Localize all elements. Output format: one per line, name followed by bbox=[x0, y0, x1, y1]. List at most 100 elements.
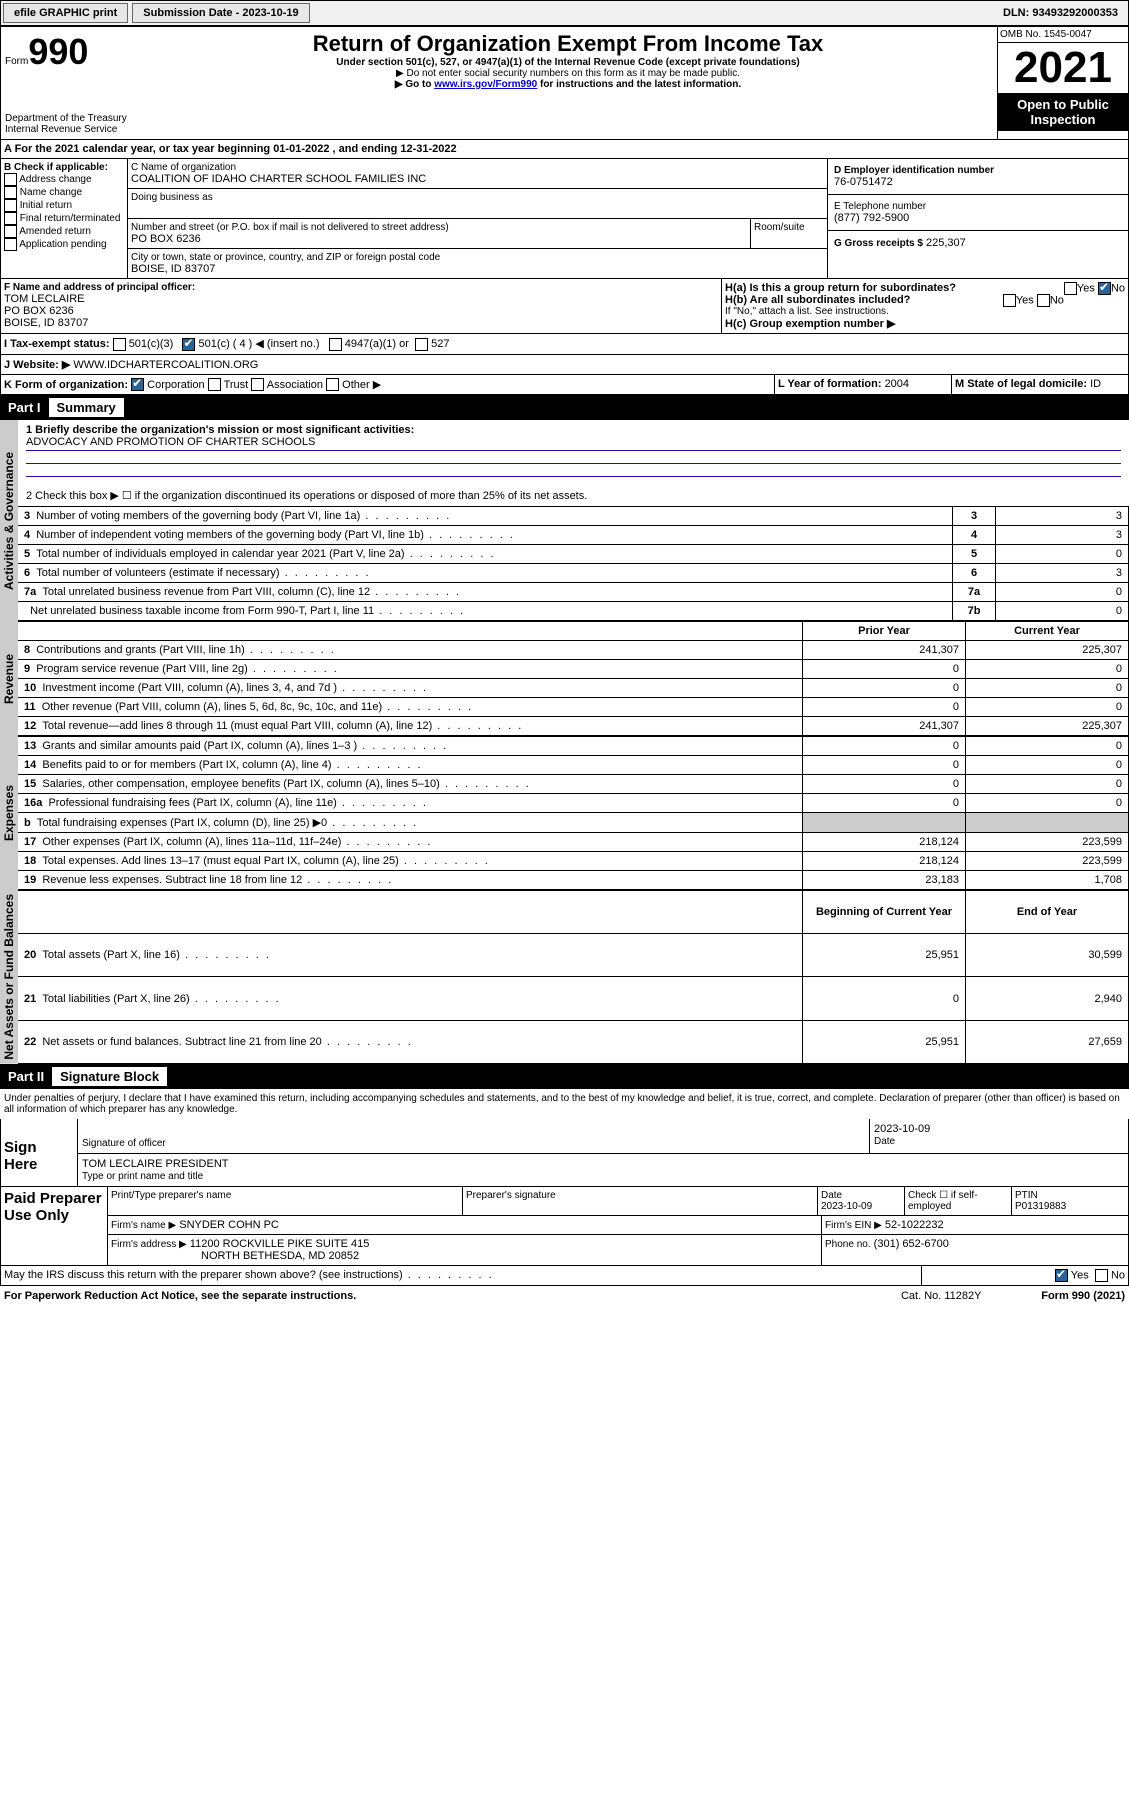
d-label: D Employer identification number bbox=[834, 165, 1122, 176]
table-row: 9 Program service revenue (Part VIII, li… bbox=[18, 660, 1129, 679]
sign-here: Sign Here bbox=[1, 1119, 78, 1186]
b-item: Final return/terminated bbox=[4, 212, 124, 225]
ein-value: 76-0751472 bbox=[834, 176, 1122, 188]
e-label: E Telephone number bbox=[834, 201, 1122, 212]
dba-label: Doing business as bbox=[131, 192, 824, 203]
table-row: 10 Investment income (Part VIII, column … bbox=[18, 679, 1129, 698]
addr-label: Number and street (or P.O. box if mail i… bbox=[131, 222, 747, 233]
h-b2: If "No," attach a list. See instructions… bbox=[725, 306, 1125, 317]
side-expenses: Expenses bbox=[0, 736, 18, 890]
pp-col1: Print/Type preparer's name bbox=[108, 1187, 462, 1215]
m-line: M State of legal domicile: ID bbox=[952, 375, 1128, 395]
mission-text: ADVOCACY AND PROMOTION OF CHARTER SCHOOL… bbox=[26, 436, 1121, 448]
g-label: G Gross receipts $ bbox=[834, 238, 923, 249]
revenue-section: Revenue Prior YearCurrent Year 8 Contrib… bbox=[0, 621, 1129, 736]
table-row: b Total fundraising expenses (Part IX, c… bbox=[18, 813, 1129, 833]
firm-addr: Firm's address ▶ 11200 ROCKVILLE PIKE SU… bbox=[108, 1235, 821, 1265]
table-row: 15 Salaries, other compensation, employe… bbox=[18, 775, 1129, 794]
pp-ptin: PTINP01319883 bbox=[1011, 1187, 1128, 1215]
net-table: Beginning of Current YearEnd of Year 20 … bbox=[18, 890, 1129, 1064]
officer-printed: TOM LECLAIRE PRESIDENT bbox=[82, 1158, 1124, 1170]
expenses-table: 13 Grants and similar amounts paid (Part… bbox=[18, 736, 1129, 890]
paid-preparer-block: Paid Preparer Use Only Print/Type prepar… bbox=[0, 1187, 1129, 1266]
officer-block: F Name and address of principal officer:… bbox=[0, 279, 1129, 334]
sign-block: Sign Here Signature of officer 2023-10-0… bbox=[0, 1119, 1129, 1187]
city-label: City or town, state or province, country… bbox=[131, 252, 824, 263]
b-item: Amended return bbox=[4, 225, 124, 238]
f-label: F Name and address of principal officer: bbox=[4, 282, 718, 293]
pp-col3: Date2023-10-09 bbox=[817, 1187, 904, 1215]
i-line: I Tax-exempt status: 501(c)(3) 501(c) ( … bbox=[1, 334, 1128, 354]
h-c: H(c) Group exemption number ▶ bbox=[725, 317, 1125, 330]
table-row: Net unrelated business taxable income fr… bbox=[18, 602, 1129, 621]
form-prefix: Form bbox=[5, 56, 28, 67]
sig-label: Signature of officer bbox=[82, 1138, 166, 1149]
pra-notice: For Paperwork Reduction Act Notice, see … bbox=[4, 1290, 841, 1302]
h-b: H(b) Are all subordinates included? Yes … bbox=[725, 294, 1125, 306]
sub-date-value: 2023-10-19 bbox=[242, 7, 298, 19]
top-bar: efile GRAPHIC print Submission Date - 20… bbox=[0, 0, 1129, 26]
org-address: PO BOX 6236 bbox=[131, 233, 747, 245]
phone-value: (877) 792-5900 bbox=[834, 212, 1122, 224]
pp-col2: Preparer's signature bbox=[462, 1187, 817, 1215]
declaration: Under penalties of perjury, I declare th… bbox=[0, 1089, 1129, 1119]
table-row: 11 Other revenue (Part VIII, column (A),… bbox=[18, 698, 1129, 717]
officer-name: TOM LECLAIRE bbox=[4, 293, 718, 305]
table-row: 16a Professional fundraising fees (Part … bbox=[18, 794, 1129, 813]
paid-title: Paid Preparer Use Only bbox=[1, 1187, 108, 1265]
entity-block: B Check if applicable: Address change Na… bbox=[0, 159, 1129, 279]
k-line: K Form of organization: Corporation Trus… bbox=[1, 375, 775, 395]
org-city: BOISE, ID 83707 bbox=[131, 263, 824, 275]
efile-button[interactable]: efile GRAPHIC print bbox=[3, 3, 128, 23]
sub-date-label: Submission Date - bbox=[143, 7, 242, 19]
h-a: H(a) Is this a group return for subordin… bbox=[725, 282, 1125, 294]
col-prior: Prior Year bbox=[803, 622, 966, 641]
irs-label: Internal Revenue Service bbox=[5, 124, 135, 135]
sig-date-label: Date bbox=[874, 1136, 895, 1147]
expenses-section: Expenses 13 Grants and similar amounts p… bbox=[0, 736, 1129, 890]
side-net: Net Assets or Fund Balances bbox=[0, 890, 18, 1064]
table-row: 13 Grants and similar amounts paid (Part… bbox=[18, 737, 1129, 756]
dept-label: Department of the Treasury bbox=[5, 113, 135, 124]
subtitle-3: ▶ Go to www.irs.gov/Form990 for instruct… bbox=[143, 79, 993, 90]
officer-addr1: PO BOX 6236 bbox=[4, 305, 718, 317]
omb-label: OMB No. 1545-0047 bbox=[998, 27, 1128, 43]
officer-addr2: BOISE, ID 83707 bbox=[4, 317, 718, 329]
subtitle-1: Under section 501(c), 527, or 4947(a)(1)… bbox=[143, 57, 993, 68]
form-footer: Form 990 (2021) bbox=[1041, 1290, 1125, 1302]
j-line: J Website: ▶ WWW.IDCHARTERCOALITION.ORG bbox=[1, 355, 1128, 374]
part-ii-bar: Part IISignature Block bbox=[0, 1064, 1129, 1089]
table-row: 21 Total liabilities (Part X, line 26)02… bbox=[18, 977, 1129, 1020]
b-item: Address change bbox=[4, 173, 124, 186]
b-item: Name change bbox=[4, 186, 124, 199]
firm-phone: Phone no. (301) 652-6700 bbox=[821, 1235, 1128, 1265]
b-title: B Check if applicable: bbox=[4, 162, 124, 173]
goto-pre: ▶ Go to bbox=[395, 79, 434, 90]
table-row: 18 Total expenses. Add lines 13–17 (must… bbox=[18, 852, 1129, 871]
table-row: 12 Total revenue—add lines 8 through 11 … bbox=[18, 717, 1129, 736]
table-row: 4 Number of independent voting members o… bbox=[18, 526, 1129, 545]
pp-check: Check ☐ if self-employed bbox=[904, 1187, 1011, 1215]
table-row: 20 Total assets (Part X, line 16)25,9513… bbox=[18, 934, 1129, 977]
gross-receipts: 225,307 bbox=[926, 237, 966, 249]
b-item: Initial return bbox=[4, 199, 124, 212]
subtitle-2: ▶ Do not enter social security numbers o… bbox=[143, 68, 993, 79]
side-activities: Activities & Governance bbox=[0, 420, 18, 621]
tax-year: 2021 bbox=[998, 43, 1128, 93]
table-row: 3 Number of voting members of the govern… bbox=[18, 507, 1129, 526]
form-number: 990 bbox=[28, 31, 88, 72]
website-value: WWW.IDCHARTERCOALITION.ORG bbox=[73, 359, 258, 371]
submission-date-button[interactable]: Submission Date - 2023-10-19 bbox=[132, 3, 309, 23]
officer-printed-label: Type or print name and title bbox=[82, 1171, 203, 1182]
goto-post: for instructions and the latest informat… bbox=[537, 79, 741, 90]
revenue-table: Prior YearCurrent Year 8 Contributions a… bbox=[18, 621, 1129, 736]
b-item: Application pending bbox=[4, 238, 124, 251]
open-inspection: Open to Public Inspection bbox=[998, 93, 1128, 131]
table-row: 5 Total number of individuals employed i… bbox=[18, 545, 1129, 564]
room-label: Room/suite bbox=[750, 219, 827, 248]
sig-date: 2023-10-09 bbox=[874, 1123, 1124, 1135]
instructions-link[interactable]: www.irs.gov/Form990 bbox=[434, 79, 537, 90]
footer-discuss: May the IRS discuss this return with the… bbox=[0, 1266, 1129, 1286]
table-row: 14 Benefits paid to or for members (Part… bbox=[18, 756, 1129, 775]
form-header: Form990 Department of the Treasury Inter… bbox=[0, 26, 1129, 140]
